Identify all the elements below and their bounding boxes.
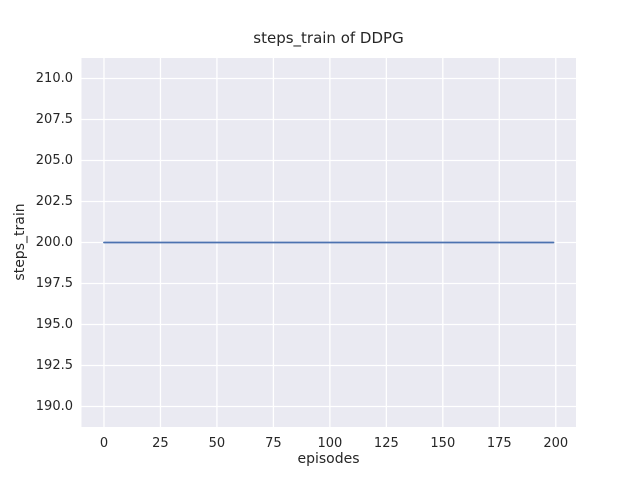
y-tick-label: 197.5 — [35, 276, 73, 291]
x-tick-label: 150 — [430, 436, 456, 451]
x-axis-label: episodes — [297, 451, 360, 467]
y-tick-label: 205.0 — [35, 153, 73, 168]
x-tick-label: 50 — [208, 436, 226, 451]
x-tick-label: 100 — [317, 436, 343, 451]
y-tick-label: 207.5 — [35, 112, 73, 127]
y-tick-label: 192.5 — [35, 358, 73, 373]
y-tick-label: 200.0 — [35, 235, 73, 250]
y-tick-label: 195.0 — [35, 317, 73, 332]
x-tick-label: 0 — [99, 436, 109, 451]
x-tick-label: 125 — [373, 436, 399, 451]
x-tick-label: 75 — [265, 436, 282, 451]
x-tick-label: 25 — [152, 436, 169, 451]
y-tick-label: 190.0 — [35, 399, 73, 414]
x-tick-label: 175 — [486, 436, 512, 451]
chart-title: steps_train of DDPG — [253, 29, 404, 47]
y-tick-label: 210.0 — [35, 71, 73, 86]
y-tick-label: 202.5 — [35, 194, 73, 209]
y-axis-label: steps_train — [12, 203, 28, 281]
x-tick-label: 200 — [543, 436, 569, 451]
